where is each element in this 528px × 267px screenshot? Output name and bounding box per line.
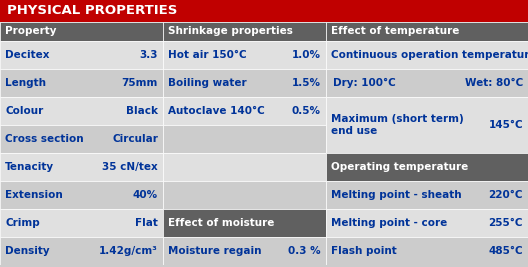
Text: Operating temperature: Operating temperature [331, 162, 468, 172]
Bar [0, 41, 163, 69]
Bar [326, 153, 528, 181]
Text: Circular: Circular [112, 134, 158, 144]
Bar [326, 209, 528, 237]
Text: Shrinkage properties: Shrinkage properties [168, 26, 293, 37]
Bar [0, 22, 163, 41]
Bar [0, 181, 163, 209]
Bar [163, 237, 326, 265]
Bar [326, 237, 528, 265]
Text: Melting point - sheath: Melting point - sheath [331, 190, 461, 200]
Text: Effect of temperature: Effect of temperature [331, 26, 459, 37]
Bar [0, 97, 163, 125]
Text: 3.3: 3.3 [139, 50, 158, 60]
Bar [0, 69, 163, 97]
Text: Crimp: Crimp [5, 218, 40, 228]
Text: Wet: 80°C: Wet: 80°C [465, 78, 523, 88]
Text: Decitex: Decitex [5, 50, 50, 60]
Text: 1.5%: 1.5% [292, 78, 321, 88]
Bar [163, 153, 326, 181]
Text: Autoclave 140°C: Autoclave 140°C [168, 106, 265, 116]
Bar [163, 97, 326, 125]
Text: 1.0%: 1.0% [292, 50, 321, 60]
Text: 35 cN/tex: 35 cN/tex [102, 162, 158, 172]
Bar [326, 41, 528, 69]
Text: 145°C: 145°C [488, 120, 523, 130]
Bar [163, 181, 326, 209]
Bar [163, 41, 326, 69]
Bar [0, 265, 528, 267]
Text: Extension: Extension [5, 190, 63, 200]
Text: 0.5%: 0.5% [292, 106, 321, 116]
Bar [163, 22, 326, 41]
Text: 485°C: 485°C [488, 246, 523, 256]
Bar [0, 0, 528, 22]
Bar [326, 22, 528, 41]
Text: 220°C: 220°C [488, 190, 523, 200]
Text: 75mm: 75mm [121, 78, 158, 88]
Bar [0, 209, 163, 237]
Text: Property: Property [5, 26, 56, 37]
Bar [0, 125, 163, 153]
Text: Density: Density [5, 246, 50, 256]
Text: Cross section: Cross section [5, 134, 83, 144]
Text: 0.3 %: 0.3 % [288, 246, 321, 256]
Text: Boiling water: Boiling water [168, 78, 247, 88]
Text: Continuous operation temperature: Continuous operation temperature [331, 50, 528, 60]
Text: 40%: 40% [133, 190, 158, 200]
Text: Tenacity: Tenacity [5, 162, 54, 172]
Bar [163, 209, 326, 237]
Bar [163, 125, 326, 153]
Text: Black: Black [126, 106, 158, 116]
Text: 1.42g/cm³: 1.42g/cm³ [99, 246, 158, 256]
Bar [326, 181, 528, 209]
Text: Flash point: Flash point [331, 246, 397, 256]
Text: Hot air 150°C: Hot air 150°C [168, 50, 247, 60]
Text: Effect of moisture: Effect of moisture [168, 218, 275, 228]
Text: Melting point - core: Melting point - core [331, 218, 447, 228]
Text: 255°C: 255°C [488, 218, 523, 228]
Text: Colour: Colour [5, 106, 43, 116]
Bar [0, 237, 163, 265]
Bar [0, 153, 163, 181]
Text: PHYSICAL PROPERTIES: PHYSICAL PROPERTIES [7, 5, 177, 18]
Text: Dry: 100°C: Dry: 100°C [333, 78, 396, 88]
Bar [163, 69, 326, 97]
Text: Length: Length [5, 78, 46, 88]
Bar [326, 69, 528, 97]
Text: Flat: Flat [135, 218, 158, 228]
Text: Moisture regain: Moisture regain [168, 246, 261, 256]
Text: Maximum (short term)
end use: Maximum (short term) end use [331, 114, 464, 136]
Bar [326, 97, 528, 153]
